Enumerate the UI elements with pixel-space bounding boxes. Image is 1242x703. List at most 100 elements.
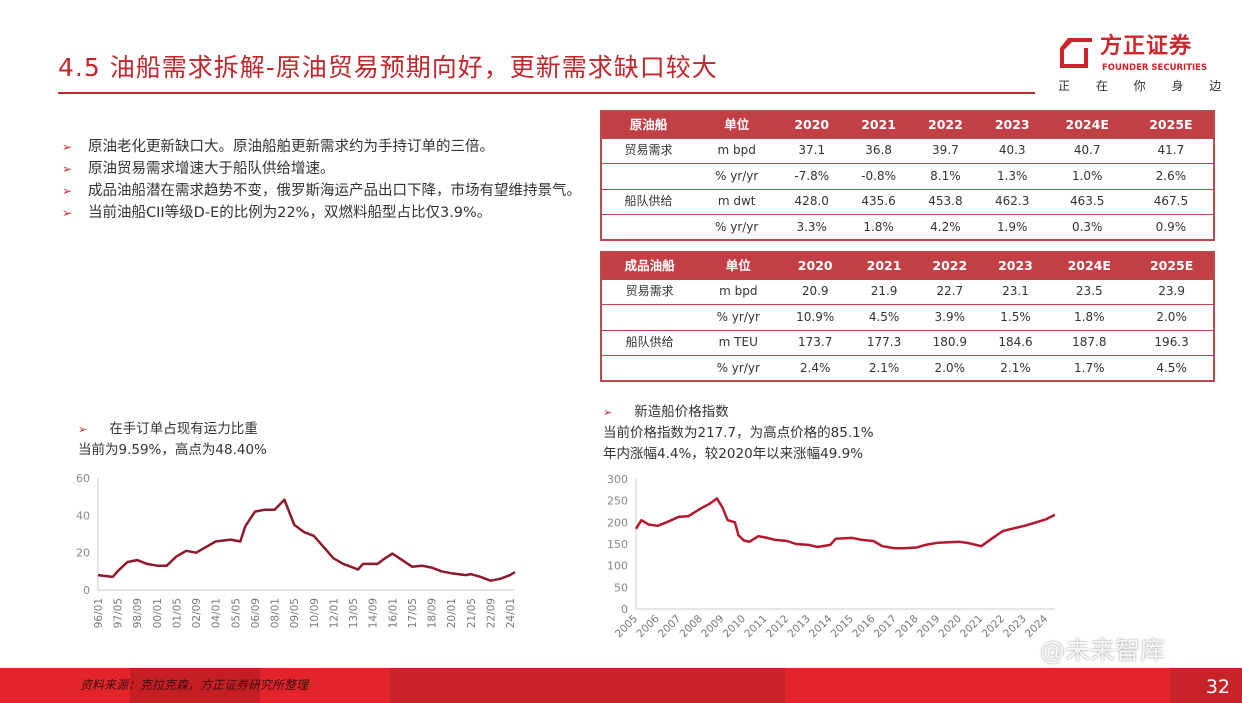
newbuild-price-chart: 0501001502002503002005200620072008200920… <box>607 473 1055 641</box>
series-line <box>634 497 1055 550</box>
watermark: @未来智库 <box>1040 636 1166 665</box>
y-tick-label: 0 <box>83 584 90 597</box>
x-tick-label: 20/01 <box>446 598 458 628</box>
bullet-item: ➢ 成品油船潜在需求趋势不变，俄罗斯海运产品出口下降，市场有望维持景气。 <box>62 180 592 202</box>
x-tick-label: 2006 <box>634 613 662 641</box>
column-header: 2023 <box>982 252 1049 279</box>
x-tick-label: 2019 <box>915 613 942 640</box>
table-cell: 23.1 <box>982 278 1049 305</box>
column-header: 2025E <box>1130 252 1214 279</box>
table-row: 贸易需求 m bpd 37.1 36.8 39.7 40.3 40.7 41.7 <box>601 137 1214 164</box>
table-cell: 196.3 <box>1130 329 1214 356</box>
x-tick-label: 24/01 <box>505 598 517 628</box>
bullet-item: ➢ 原油贸易需求增速大于船队供给增速。 <box>62 158 592 180</box>
column-header: 单位 <box>697 252 780 279</box>
table-cell: 8.1% <box>912 163 979 189</box>
y-tick-label: 100 <box>607 560 628 573</box>
table-cell: 462.3 <box>978 188 1046 215</box>
table-cell: 40.7 <box>1045 137 1129 164</box>
table-row: 船队供给 m dwt 428.0 435.6 453.8 462.3 463.5 467.5 <box>601 188 1214 215</box>
column-header: 2021 <box>845 111 913 138</box>
table-cell: 2.0% <box>1130 304 1214 330</box>
table-cell: 463.5 <box>1045 188 1129 215</box>
table-cell: 20.9 <box>779 278 852 305</box>
x-tick-label: 2021 <box>958 613 985 640</box>
table-cell: 187.8 <box>1048 329 1131 356</box>
table-header-row: 成品油船 单位 2020 2021 2022 2023 2024E 2025E <box>601 252 1214 279</box>
y-tick-label: 40 <box>76 509 90 522</box>
table-cell: 船队供给 <box>601 188 696 215</box>
table-cell: 贸易需求 <box>601 137 696 164</box>
table-cell: m bpd <box>697 278 780 305</box>
table-cell: 2.6% <box>1128 163 1214 189</box>
column-header: 原油船 <box>601 111 696 138</box>
bullet-text: 当前油船CII等级D-E的比例为22%，双燃料船型占比仅3.9%。 <box>88 205 492 221</box>
x-tick-label: 18/09 <box>427 598 439 628</box>
x-tick-label: 22/09 <box>485 598 497 628</box>
table-cell <box>601 163 696 189</box>
table-cell: 40.3 <box>978 137 1046 164</box>
x-tick-label: 09/05 <box>289 598 301 628</box>
logo-cn: 方正证券 <box>1100 34 1193 59</box>
table-cell: -7.8% <box>778 163 846 189</box>
x-tick-label: 05/05 <box>230 598 242 628</box>
table-row: % yr/yr 10.9% 4.5% 3.9% 1.5% 1.8% 2.0% <box>601 304 1214 330</box>
table-cell: 4.5% <box>1130 355 1214 381</box>
bullet-text: 原油老化更新缺口大。原油船舶更新需求约为手持订单的三倍。 <box>88 139 494 155</box>
table-cell: 1.7% <box>1048 355 1131 381</box>
x-tick-label: 10/09 <box>309 598 321 628</box>
table-cell: 37.1 <box>778 137 846 164</box>
x-tick-label: 16/01 <box>387 598 399 628</box>
x-tick-label: 2022 <box>980 613 1007 640</box>
table-cell: 1.9% <box>978 214 1046 240</box>
bullet-item: ➢ 原油老化更新缺口大。原油船舶更新需求约为手持订单的三倍。 <box>62 136 592 158</box>
x-tick-label: 2018 <box>893 613 920 640</box>
arrow-icon: ➢ <box>62 206 73 220</box>
column-header: 2024E <box>1045 111 1129 138</box>
y-tick-label: 250 <box>607 495 628 508</box>
y-tick-label: 50 <box>614 581 628 594</box>
footer-bar: 资料来源：克拉克森，方正证券研究所整理 32 <box>0 668 1242 703</box>
chart-subtitle: 当前价格指数为217.7，为高点价格的85.1% <box>603 425 874 441</box>
table-cell: 435.6 <box>845 188 913 215</box>
chart-subtitle: 当前为9.59%，高点为48.40% <box>78 442 267 458</box>
founder-logo: 方正证券 FOUNDER SECURITIES 正 在 你 身 边 <box>1058 34 1221 98</box>
table-cell: 1.5% <box>982 304 1049 330</box>
table-cell: 3.3% <box>778 214 846 240</box>
chart-title: 新造船价格指数 <box>634 404 729 420</box>
table-cell: 22.7 <box>916 278 983 305</box>
table-cell: -0.8% <box>845 163 913 189</box>
x-tick-label: 2013 <box>785 613 812 640</box>
table-cell: 10.9% <box>779 304 852 330</box>
x-tick-label: 14/09 <box>368 598 380 628</box>
crude-tanker-table: 原油船 单位 2020 2021 2022 2023 2024E 2025E 贸易需求 m bpd… <box>600 110 1215 241</box>
x-tick-label: 2017 <box>872 613 899 640</box>
x-tick-label: 98/09 <box>132 598 144 628</box>
x-tick-label: 2007 <box>656 613 683 640</box>
x-tick-label: 01/05 <box>171 598 183 628</box>
table-cell: % yr/yr <box>695 214 779 240</box>
column-header: 2021 <box>851 252 917 279</box>
x-tick-label: 06/09 <box>250 598 262 628</box>
column-header: 2025E <box>1128 111 1214 138</box>
x-tick-label: 2016 <box>850 613 878 641</box>
table-cell: m bpd <box>695 137 779 164</box>
arrow-icon: ➢ <box>78 423 88 436</box>
column-header: 2023 <box>978 111 1046 138</box>
x-tick-label: 97/05 <box>113 598 125 628</box>
column-header: 单位 <box>695 111 779 138</box>
table-cell: 23.5 <box>1048 278 1131 305</box>
y-tick-label: 150 <box>607 538 628 551</box>
x-tick-label: 2023 <box>1001 613 1028 640</box>
page-number: 32 <box>1205 676 1230 698</box>
x-tick-label: 2009 <box>699 613 726 640</box>
title-underline <box>58 92 1035 94</box>
x-tick-label: 2020 <box>937 613 964 640</box>
x-tick-label: 04/01 <box>211 598 223 628</box>
column-header: 2020 <box>778 111 846 138</box>
column-header: 2022 <box>916 252 983 279</box>
table-cell: 0.9% <box>1128 214 1214 240</box>
bullet-text: 成品油船潜在需求趋势不变，俄罗斯海运产品出口下降，市场有望维持景气。 <box>88 183 581 199</box>
logo-slogan: 正 在 你 身 边 <box>1058 79 1224 93</box>
y-tick-label: 60 <box>76 472 90 485</box>
